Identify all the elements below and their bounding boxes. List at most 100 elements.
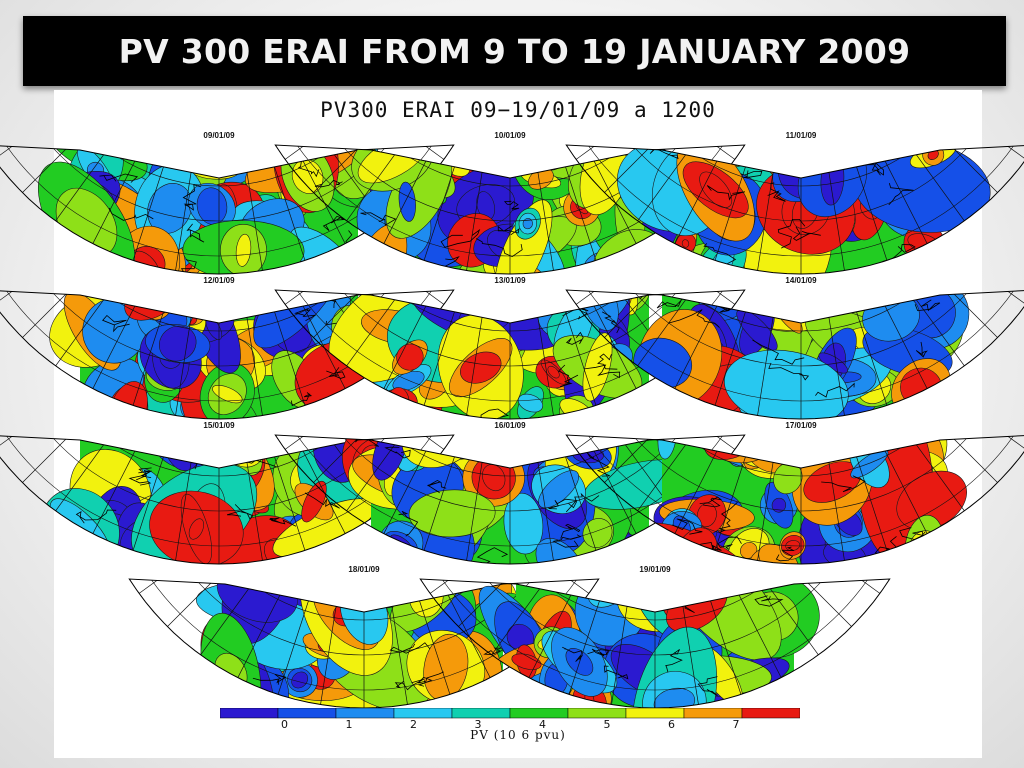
meridian-line bbox=[315, 290, 511, 409]
latitude-circle bbox=[319, 435, 701, 477]
latitude-circle bbox=[138, 579, 590, 656]
colorbar-segment bbox=[451, 708, 511, 719]
pv-contour bbox=[482, 464, 506, 492]
coastline bbox=[777, 219, 806, 249]
meridian-line bbox=[68, 145, 220, 274]
meridian-line bbox=[567, 290, 802, 375]
pv-contour bbox=[771, 497, 787, 513]
pv-contour bbox=[408, 489, 496, 538]
meridian-line bbox=[567, 145, 802, 230]
coastline bbox=[388, 579, 414, 584]
pv-contour bbox=[591, 579, 637, 594]
coastline bbox=[423, 148, 451, 160]
map-date-label: 19/01/09 bbox=[639, 565, 671, 574]
meridian-line bbox=[654, 579, 850, 698]
meridian-line bbox=[800, 290, 996, 409]
pv-contour bbox=[511, 653, 542, 670]
latitude-circle bbox=[0, 435, 454, 547]
pv-contour bbox=[547, 365, 560, 379]
latitude-circle bbox=[28, 435, 410, 477]
pv-contour bbox=[503, 492, 544, 555]
meridian-line bbox=[363, 579, 515, 708]
meridian-line bbox=[509, 145, 745, 191]
meridian-line bbox=[129, 579, 365, 625]
colorbar-segment bbox=[220, 708, 279, 719]
meridian-line bbox=[24, 435, 220, 554]
colorbar-tick-label: 4 bbox=[539, 718, 546, 731]
meridian-line bbox=[800, 290, 952, 419]
meridian-line bbox=[566, 145, 802, 191]
coastline bbox=[891, 402, 915, 409]
meridian-line bbox=[420, 579, 656, 625]
coastline bbox=[102, 314, 130, 333]
pv-map bbox=[0, 289, 455, 420]
coastline bbox=[389, 642, 431, 654]
coastline bbox=[699, 496, 722, 508]
pv-contour bbox=[460, 351, 502, 384]
coastline bbox=[719, 501, 738, 533]
latitude-circle bbox=[429, 579, 881, 656]
coastline bbox=[304, 492, 340, 509]
pv-contour bbox=[610, 544, 627, 564]
meridian-line bbox=[218, 435, 370, 564]
pv-contour bbox=[538, 470, 579, 509]
coastline bbox=[497, 225, 520, 236]
pv-contour bbox=[653, 687, 696, 708]
meridian-line bbox=[509, 435, 745, 481]
pv-contour bbox=[605, 579, 651, 600]
latitude-circle bbox=[275, 290, 745, 402]
meridian-line bbox=[218, 435, 454, 481]
pv-contour bbox=[830, 437, 846, 450]
coastline bbox=[269, 517, 297, 527]
latitude-circle bbox=[28, 145, 410, 187]
pv-contour bbox=[697, 502, 717, 527]
meridian-line bbox=[68, 290, 220, 419]
pv-contour bbox=[616, 579, 640, 599]
coastline bbox=[597, 353, 618, 370]
pv-contour bbox=[167, 435, 199, 452]
latitude-circle bbox=[610, 435, 992, 477]
coastline bbox=[656, 299, 683, 309]
coastline bbox=[333, 586, 357, 604]
coastline bbox=[584, 364, 621, 379]
meridian-line bbox=[276, 290, 511, 375]
latitude-circle bbox=[420, 579, 890, 691]
pv-contour bbox=[420, 435, 463, 450]
latitude-circle bbox=[566, 145, 1024, 257]
coastline bbox=[667, 309, 720, 328]
pv-contour bbox=[699, 171, 733, 208]
latitude-circle bbox=[0, 290, 454, 402]
coastline bbox=[480, 408, 510, 419]
meridian-line bbox=[315, 435, 511, 554]
coastline bbox=[552, 534, 582, 548]
coastline bbox=[706, 185, 746, 201]
coastline bbox=[754, 595, 784, 607]
pv-contour bbox=[301, 480, 327, 523]
coastline bbox=[671, 518, 703, 535]
meridian-line bbox=[359, 435, 511, 564]
meridian-line bbox=[359, 145, 511, 274]
meridian-line bbox=[363, 579, 599, 625]
meridian-line bbox=[213, 579, 365, 708]
pv-map bbox=[274, 434, 746, 565]
coastline bbox=[665, 649, 683, 673]
pv-contour bbox=[437, 296, 448, 308]
coastline bbox=[326, 367, 346, 379]
coastline bbox=[290, 392, 313, 407]
pv-contour bbox=[761, 290, 775, 300]
latitude-circle bbox=[566, 435, 1024, 547]
pv-map bbox=[565, 289, 1024, 420]
meridian-line bbox=[654, 579, 889, 664]
map-date-label: 10/01/09 bbox=[494, 131, 526, 140]
coastline bbox=[568, 492, 600, 509]
coastline bbox=[126, 290, 156, 297]
coastline bbox=[740, 170, 763, 179]
pv-contour bbox=[205, 161, 222, 177]
meridian-line bbox=[275, 435, 511, 481]
meridian-line bbox=[509, 435, 661, 564]
colorbar-segment bbox=[741, 708, 800, 719]
meridian-line bbox=[504, 579, 656, 708]
coastline bbox=[560, 523, 581, 539]
pv-contour bbox=[138, 290, 167, 306]
colorbar-segment bbox=[625, 708, 685, 719]
